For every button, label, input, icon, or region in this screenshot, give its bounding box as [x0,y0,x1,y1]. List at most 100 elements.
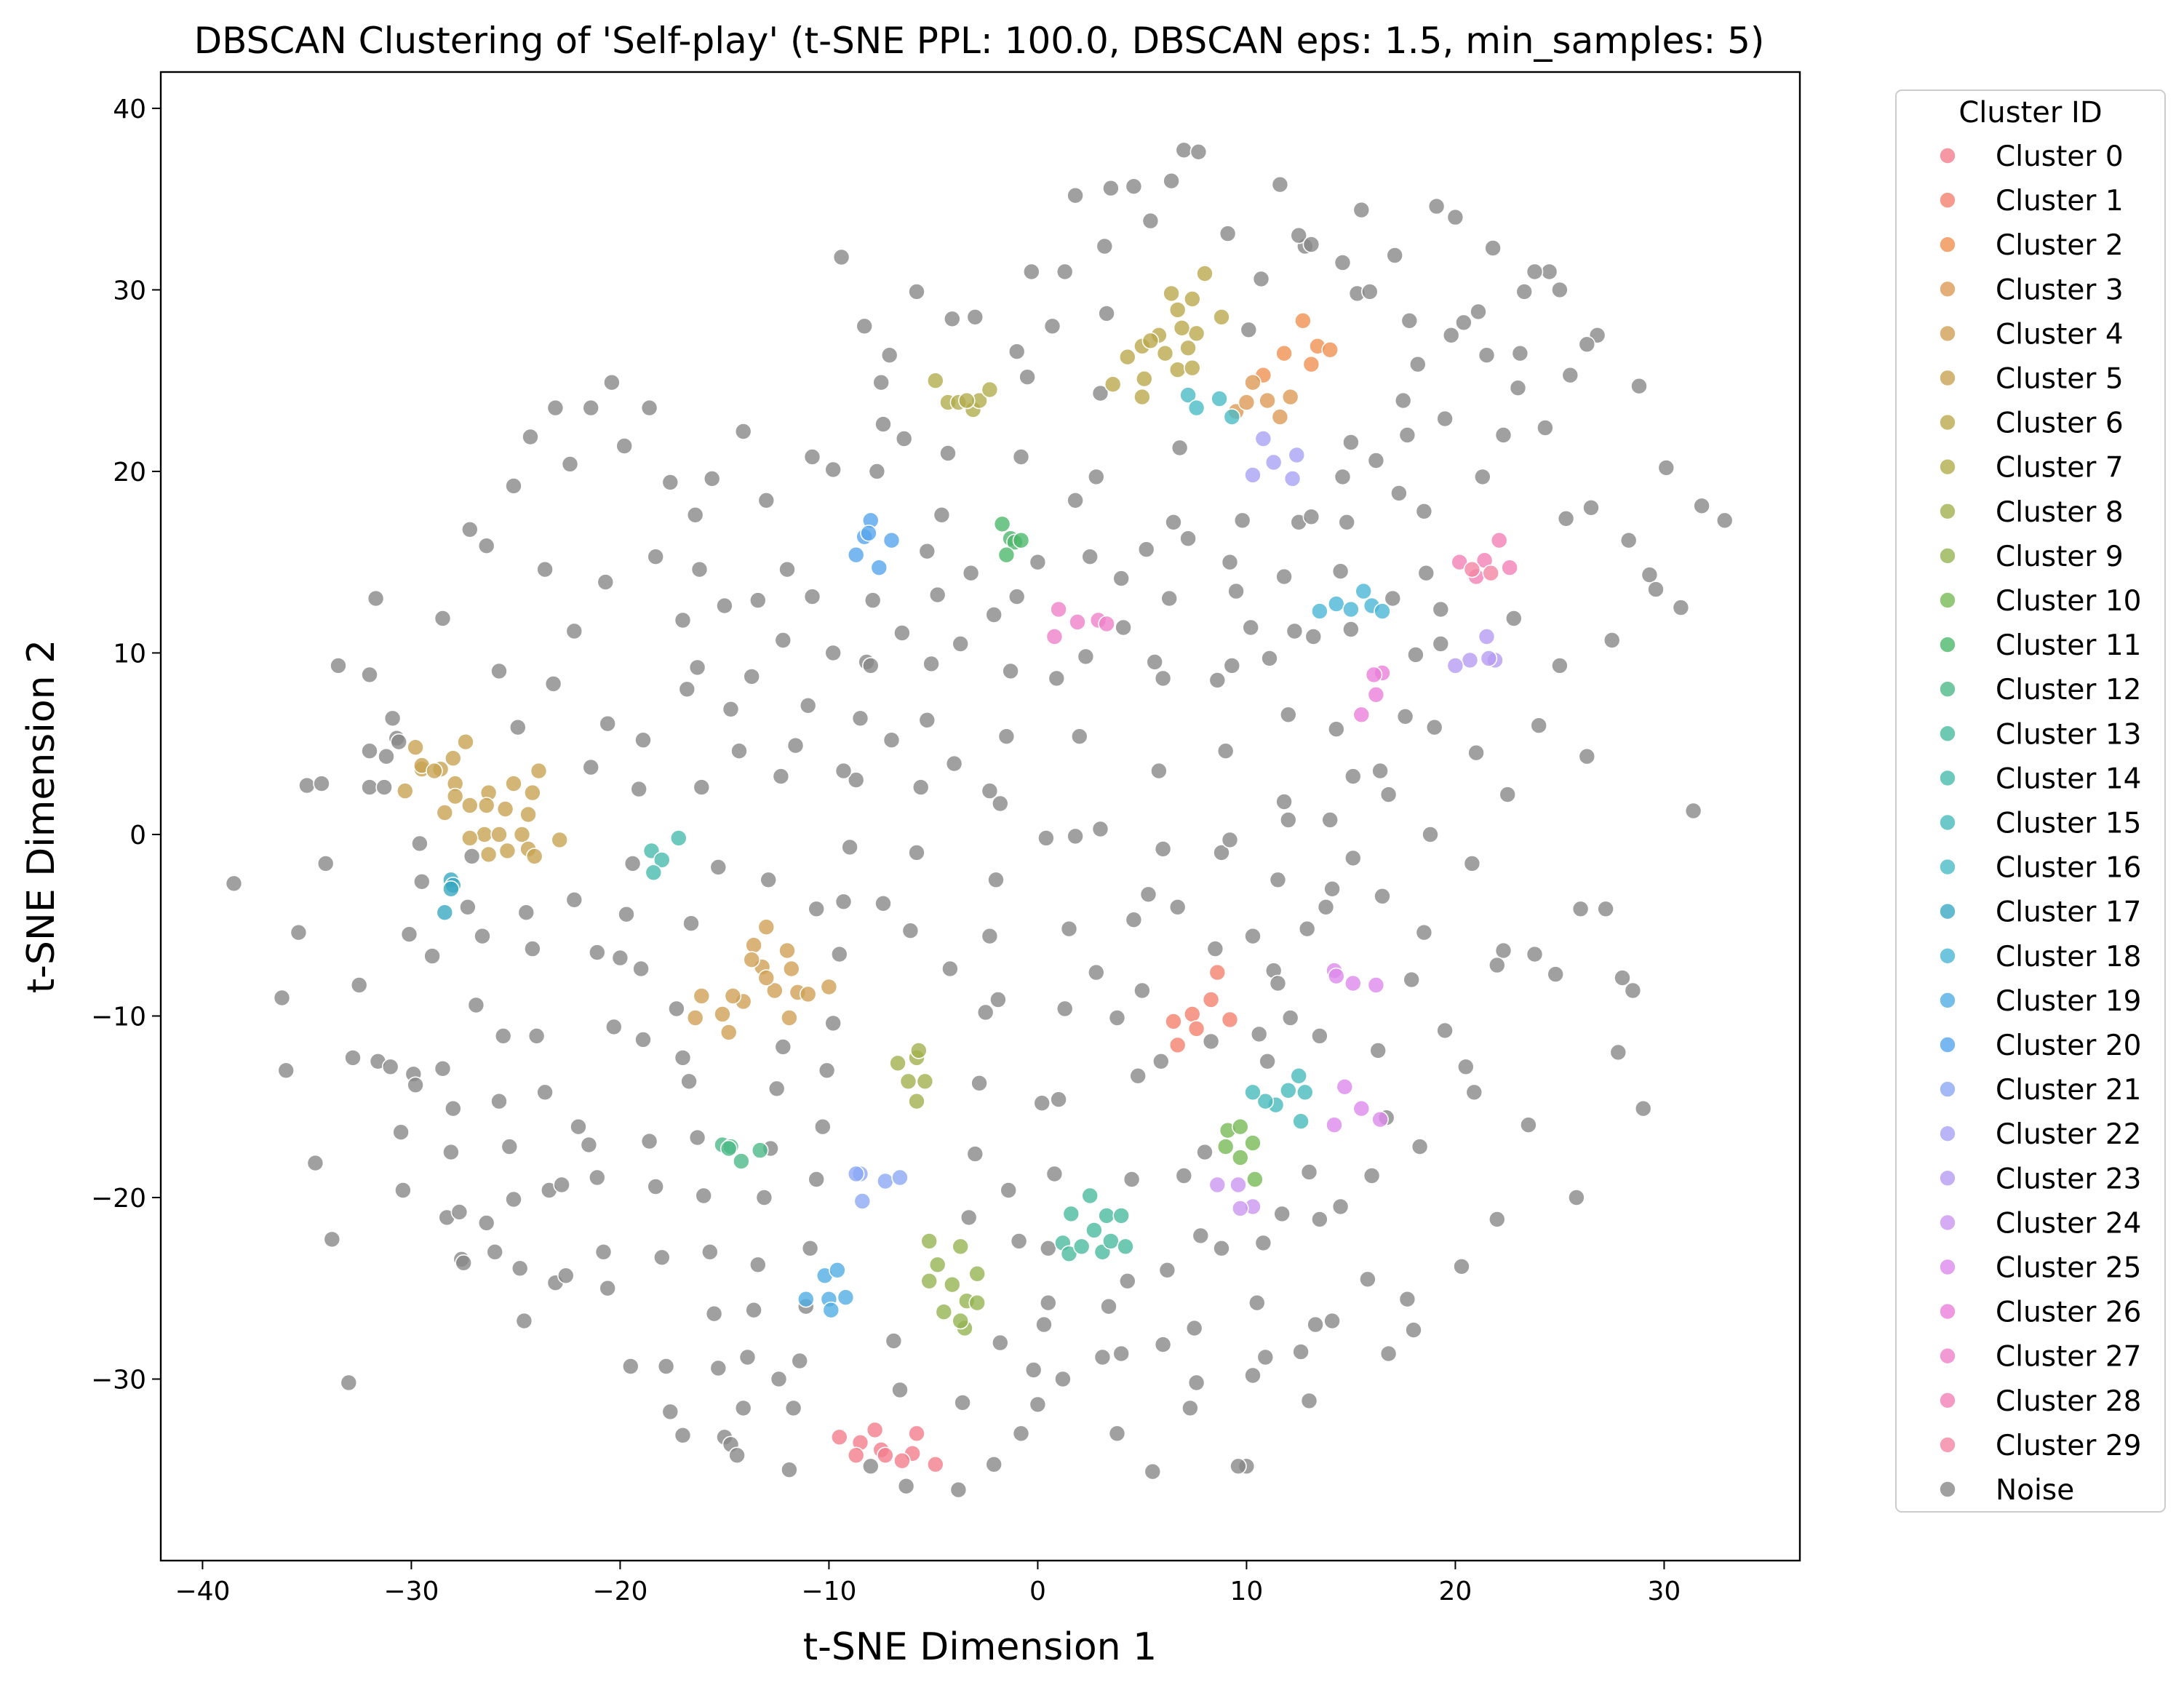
scatter-point [1163,172,1180,190]
scatter-point [933,506,951,524]
series-cluster-13 [1054,1187,1134,1263]
scatter-point [1019,368,1036,386]
scatter-point [1227,582,1245,600]
scatter-point [344,1049,362,1067]
scatter-point [594,1243,613,1261]
scatter-point [770,1370,788,1388]
scatter-point [1012,1425,1030,1443]
scatter-point [461,829,479,847]
scatter-point [1597,900,1614,918]
scatter-point [1427,197,1446,215]
scatter-point [1432,600,1450,618]
series-cluster-24 [1208,1176,1262,1217]
legend-label: Cluster 23 [1996,1163,2141,1195]
scatter-point [1328,595,1345,613]
scatter-point [323,1230,341,1248]
legend-label: Cluster 25 [1996,1252,2141,1285]
scatter-point [1436,410,1454,428]
legend: Cluster ID Cluster 0 Cluster 1 Cluster 2 Cl… [1895,89,2166,1513]
scatter-point [674,1049,692,1067]
legend-label: Cluster 29 [1996,1430,2141,1462]
scatter-point [910,1042,928,1059]
scatter-point [1715,511,1734,530]
scatter-point [444,749,462,767]
scatter-point [1175,1167,1193,1184]
scatter-point [1446,657,1464,674]
scatter-point [989,991,1007,1008]
scatter-point [1432,635,1450,653]
scatter-point [1501,559,1518,577]
scatter-point [1302,508,1320,526]
legend-item: Cluster 3 [1939,274,2124,306]
scatter-point [474,927,491,945]
scatter-point [1271,408,1289,426]
scatter-point [1300,1163,1318,1181]
scatter-point [669,829,688,847]
scatter-point [1067,827,1084,845]
scatter-point [1624,981,1642,1000]
series-cluster-19 [797,1262,855,1319]
scatter-point [1223,408,1241,426]
scatter-point [1334,468,1352,486]
scatter-point [1040,1240,1057,1257]
legend-label: Cluster 16 [1996,852,2141,885]
legend-marker [1939,547,1956,565]
scatter-point [1244,1134,1262,1152]
scatter-point [423,947,441,965]
scatter-point [551,831,569,849]
scatter-point [1321,811,1339,829]
scatter-point [1154,1336,1172,1353]
scatter-point [755,1189,773,1206]
legend-marker [1939,947,1956,965]
scatter-point [479,845,498,864]
scatter-point [1184,359,1201,377]
scatter-point [1480,650,1498,667]
scatter-point [774,1038,792,1056]
legend-item: Cluster 11 [1939,629,2141,662]
scatter-point [781,1461,798,1478]
scatter-point [316,855,335,872]
scatter-point [1619,531,1638,549]
scatter-point [1238,394,1256,411]
scatter-point [1141,332,1160,350]
scatter-point [1384,589,1402,608]
scatter-point [837,1288,855,1306]
scatter-point [1288,446,1306,464]
scatter-point [1269,974,1287,992]
scatter-point [1422,826,1439,843]
scatter-point [1085,1222,1103,1239]
scatter-point [908,283,925,300]
scatter-point [634,1031,652,1048]
scatter-point [768,1080,786,1098]
scatter-point [908,844,925,861]
scatter-point [1390,485,1408,502]
scatter-point [1280,706,1297,724]
scatter-point [361,666,378,684]
scatter-point [1609,1043,1627,1061]
scatter-point [1317,899,1335,916]
scatter-point [1077,648,1095,666]
scatter-point [1232,1149,1249,1166]
legend-item: Cluster 7 [1939,452,2124,485]
scatter-point [477,1214,495,1232]
scatter-point [1233,511,1251,530]
scatter-point [1123,1171,1141,1188]
legend-label: Cluster 18 [1996,941,2141,973]
scatter-point [1359,1270,1376,1288]
scatter-point [1367,452,1385,469]
scatter-point [599,714,617,733]
legend-box [1895,89,2166,1513]
scatter-point [1657,459,1675,477]
scatter-point [1050,600,1067,618]
scatter-point [536,1083,554,1102]
scatter-point [981,927,999,945]
scatter-point [1321,340,1339,359]
scatter-point [1108,1425,1126,1443]
scatter-point [1540,263,1558,281]
scatter-point [1365,666,1383,684]
series-cluster-27 [1045,600,1115,645]
scatter-point [1112,1345,1130,1363]
scatter-point [588,1168,606,1187]
scatter-point [1568,1189,1585,1206]
scatter-point [1494,941,1513,960]
